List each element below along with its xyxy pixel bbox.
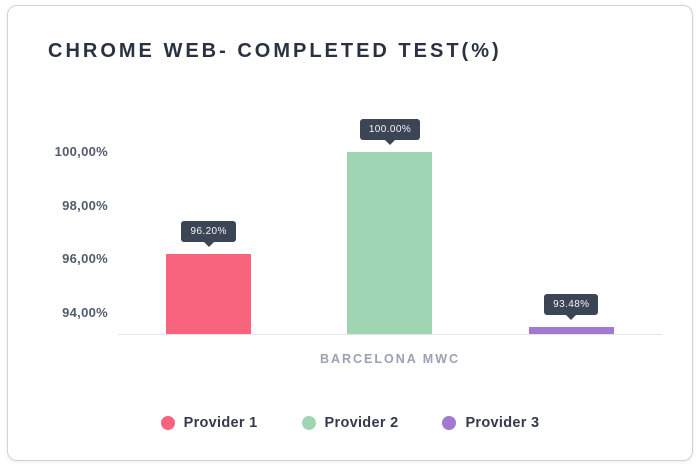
bar-provider-2[interactable] <box>347 152 433 334</box>
chart-title: CHROME WEB- COMPLETED TEST(%) <box>48 40 502 62</box>
x-axis-category-label: BARCELONA MWC <box>319 352 461 366</box>
y-axis-tick-label: 96,00% <box>62 251 108 267</box>
bar-provider-1[interactable] <box>166 253 252 334</box>
legend-marker-provider-3 <box>442 416 457 430</box>
plot-area: 96.20% 100.00% 93.48% <box>118 99 662 334</box>
legend-marker-provider-2 <box>301 416 316 430</box>
x-axis-line <box>118 334 662 335</box>
legend-label-provider-3: Provider 3 <box>465 415 540 431</box>
bar-chart: 100,00% 98,00% 96,00% 94,00% 96.20% 100.… <box>8 87 692 387</box>
legend: Provider 1 Provider 2 Provider 3 <box>8 415 692 431</box>
legend-label-provider-2: Provider 2 <box>324 415 399 431</box>
bar-group-provider-1: 96.20% <box>166 99 252 334</box>
chart-card: CHROME WEB- COMPLETED TEST(%) 100,00% 98… <box>7 5 693 461</box>
y-axis-tick-label: 94,00% <box>62 304 108 320</box>
y-axis-tick-label: 100,00% <box>54 144 108 160</box>
bar-group-provider-2: 100.00% <box>347 99 433 334</box>
legend-marker-provider-1 <box>160 416 175 430</box>
legend-item-provider-3[interactable]: Provider 3 <box>442 415 539 431</box>
y-axis-tick-label: 98,00% <box>62 197 108 213</box>
data-label-provider-1: 96.20% <box>181 220 236 242</box>
data-label-provider-2: 100.00% <box>359 119 421 141</box>
bar-group-provider-3: 93.48% <box>528 99 614 334</box>
legend-item-provider-1[interactable]: Provider 1 <box>160 415 258 431</box>
bar-provider-3[interactable] <box>528 326 614 334</box>
legend-item-provider-2[interactable]: Provider 2 <box>301 415 399 431</box>
data-label-provider-3: 93.48% <box>544 293 599 315</box>
legend-label-provider-1: Provider 1 <box>183 415 258 431</box>
